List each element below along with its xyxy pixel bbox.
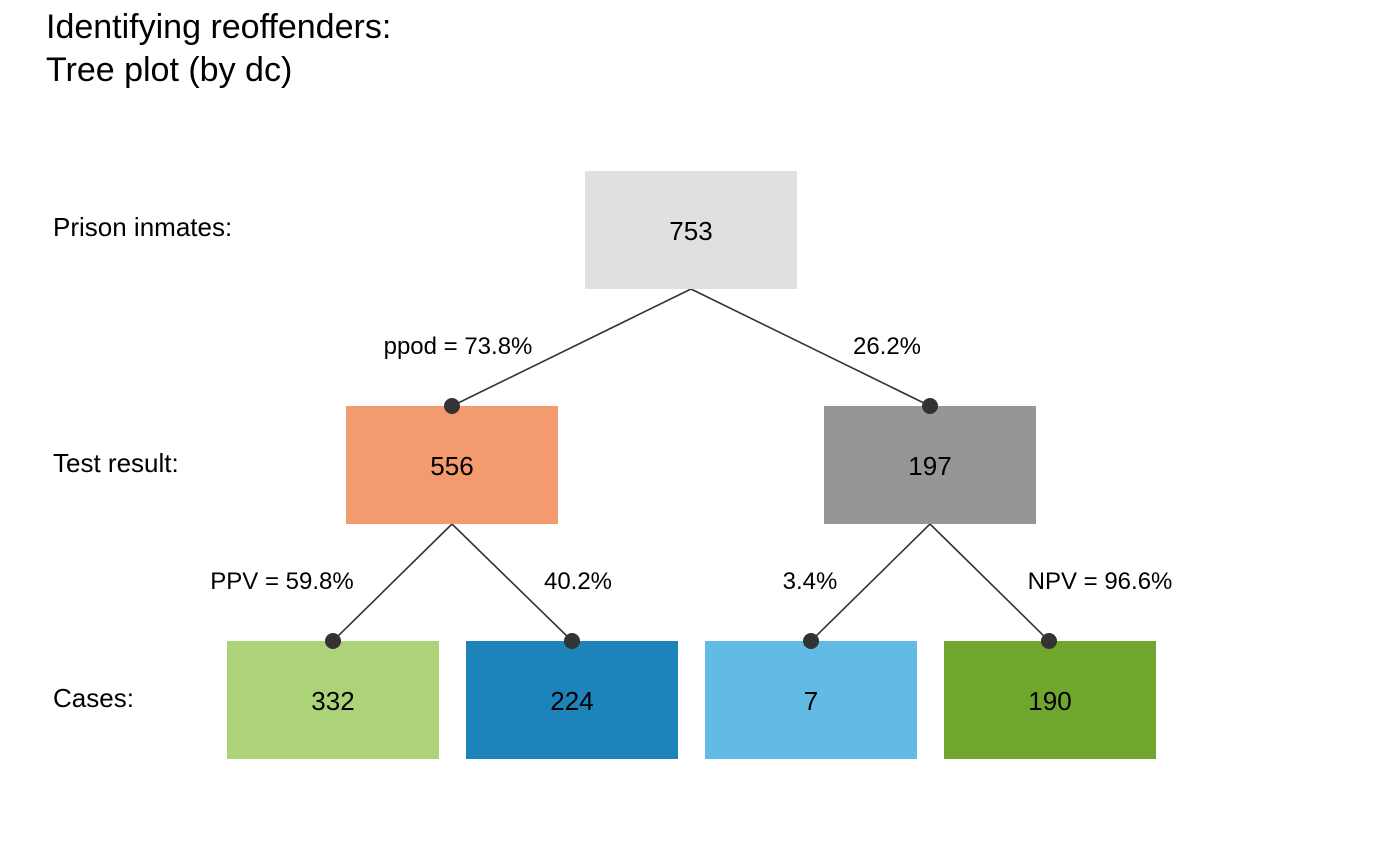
edge-line-hit [332,523,453,642]
edge-label-ppod: ppod = 73.8% [384,333,533,360]
edge-label-false-alarm: 40.2% [544,568,612,595]
connector-dot-decide-positive [444,398,460,414]
edge-label-miss: 3.4% [783,568,838,595]
edge-label-npv: NPV = 96.6% [1028,568,1173,595]
row-label-prison-inmates: Prison inmates: [53,212,232,242]
edge-line-decide-pos [451,288,692,407]
connector-dot-miss [803,633,819,649]
connector-dot-false-alarm [564,633,580,649]
node-box-hit [227,641,439,759]
edge-label-ppv: PPV = 59.8% [210,568,353,595]
node-box-decide-negative [824,406,1036,524]
edge-line-decide-neg [690,288,931,407]
node-box-population [585,171,797,289]
edge-label-decide-negative: 26.2% [853,333,921,360]
node-box-false-alarm [466,641,678,759]
node-box-miss [705,641,917,759]
connector-dot-decide-negative [922,398,938,414]
node-label-miss: 7 [804,686,818,716]
chart-title: Identifying reoffenders: Tree plot (by d… [46,6,391,92]
connector-dot-hit [325,633,341,649]
connector-dot-correct-rejection [1041,633,1057,649]
node-label-decide-positive: 556 [430,451,473,481]
edge-line-correct-rejection [929,523,1050,642]
node-label-correct-rejection: 190 [1028,686,1071,716]
node-label-false-alarm: 224 [550,686,593,716]
node-label-population: 753 [669,216,712,246]
node-label-hit: 332 [311,686,354,716]
edge-line-false-alarm [451,523,573,642]
title-line-2: Tree plot (by dc) [46,51,293,89]
row-label-test-result: Test result: [53,448,179,478]
row-label-cases: Cases: [53,683,134,713]
edge-line-miss [810,523,931,642]
title-line-1: Identifying reoffenders: [46,8,392,46]
node-box-decide-positive [346,406,558,524]
node-box-correct-rejection [944,641,1156,759]
node-label-decide-negative: 197 [908,451,951,481]
